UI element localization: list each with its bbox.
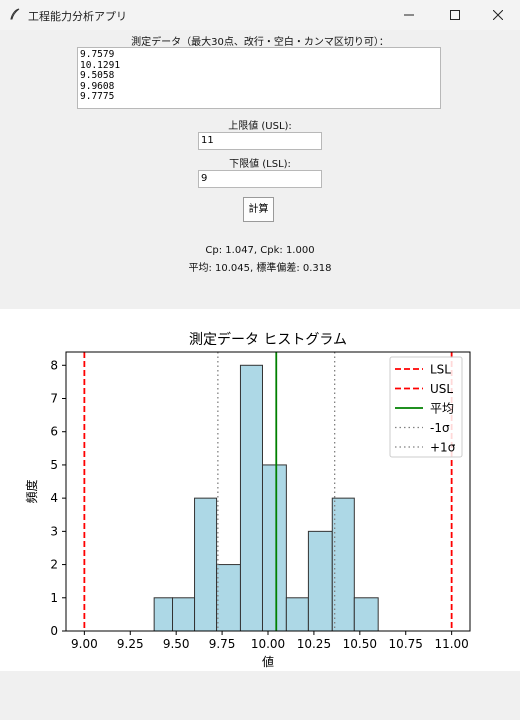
data-line: 9.9608 xyxy=(80,80,115,92)
histogram-bar xyxy=(216,564,241,632)
data-line: 9.7775 xyxy=(80,91,115,102)
legend-label: LSL xyxy=(430,363,451,377)
window-title: 工程能力分析アプリ xyxy=(28,10,127,23)
lsl-label: 下限値 (LSL): xyxy=(229,159,291,170)
data-line: 10.1291 xyxy=(80,59,121,71)
histogram-bar xyxy=(172,597,196,632)
histogram-bar xyxy=(353,597,379,632)
maximize-button[interactable] xyxy=(433,0,477,30)
x-tick-label: 9.00 xyxy=(71,637,98,651)
minimize-button[interactable] xyxy=(387,0,431,30)
usl-input[interactable]: 11 xyxy=(198,132,322,150)
histogram-bar xyxy=(153,597,174,632)
title-bar: 工程能力分析アプリ xyxy=(0,0,520,30)
feather-icon xyxy=(10,8,20,20)
y-tick-label: 6 xyxy=(50,425,58,439)
maximize-icon xyxy=(450,10,460,20)
x-tick-label: 10.75 xyxy=(389,637,423,651)
histogram-bar xyxy=(239,364,263,632)
legend-label: +1σ xyxy=(430,441,456,455)
y-tick-label: 5 xyxy=(50,458,58,472)
y-axis-label: 頻度 xyxy=(24,479,39,503)
x-tick-label: 11.00 xyxy=(434,637,468,651)
result-mean-std: 平均: 10.045, 標準偏差: 0.318 xyxy=(188,263,332,274)
legend-label: 平均 xyxy=(430,402,454,416)
y-tick-label: 8 xyxy=(50,358,58,372)
x-tick-label: 10.50 xyxy=(343,637,377,651)
legend-box xyxy=(389,356,463,458)
y-tick-label: 2 xyxy=(50,558,58,572)
close-button[interactable] xyxy=(476,0,520,30)
y-tick-label: 0 xyxy=(50,624,58,638)
x-tick-label: 9.50 xyxy=(163,637,190,651)
x-tick-label: 9.75 xyxy=(209,637,236,651)
close-icon xyxy=(493,10,503,20)
legend-label: -1σ xyxy=(430,421,450,435)
x-tick-label: 9.25 xyxy=(117,637,144,651)
x-axis-label: 値 xyxy=(262,654,274,669)
data-textarea[interactable]: 9.7579 10.1291 9.5058 9.9608 9.7775 xyxy=(77,47,441,109)
histogram-bar xyxy=(194,497,218,632)
x-tick-label: 10.25 xyxy=(297,637,331,651)
data-line: 9.5058 xyxy=(80,70,115,81)
legend-label: USL xyxy=(430,382,453,396)
histogram-bar xyxy=(331,497,355,632)
histogram-bar xyxy=(261,464,287,632)
data-line: 9.7579 xyxy=(80,49,115,60)
histogram-bar xyxy=(307,530,333,632)
usl-label: 上限値 (USL): xyxy=(228,121,292,132)
chart-title: 測定データ ヒストグラム xyxy=(189,331,347,348)
result-cp-cpk: Cp: 1.047, Cpk: 1.000 xyxy=(205,245,315,256)
x-tick-label: 10.00 xyxy=(251,637,285,651)
data-label: 測定データ（最大30点、改行・空白・カンマ区切り可）： xyxy=(131,37,389,48)
y-tick-label: 4 xyxy=(50,491,58,505)
y-tick-label: 7 xyxy=(50,392,58,406)
calculate-button[interactable]: 計算 xyxy=(243,197,274,222)
y-tick-label: 3 xyxy=(50,524,58,538)
y-tick-label: 1 xyxy=(50,591,58,605)
minimize-icon xyxy=(404,14,414,16)
histogram-panel: 測定データ ヒストグラム 9.00 9.25 9.50 9.75 10.00 10.25 10… xyxy=(0,309,520,671)
lsl-input[interactable]: 9 xyxy=(198,170,322,188)
histogram-bar xyxy=(285,597,309,632)
